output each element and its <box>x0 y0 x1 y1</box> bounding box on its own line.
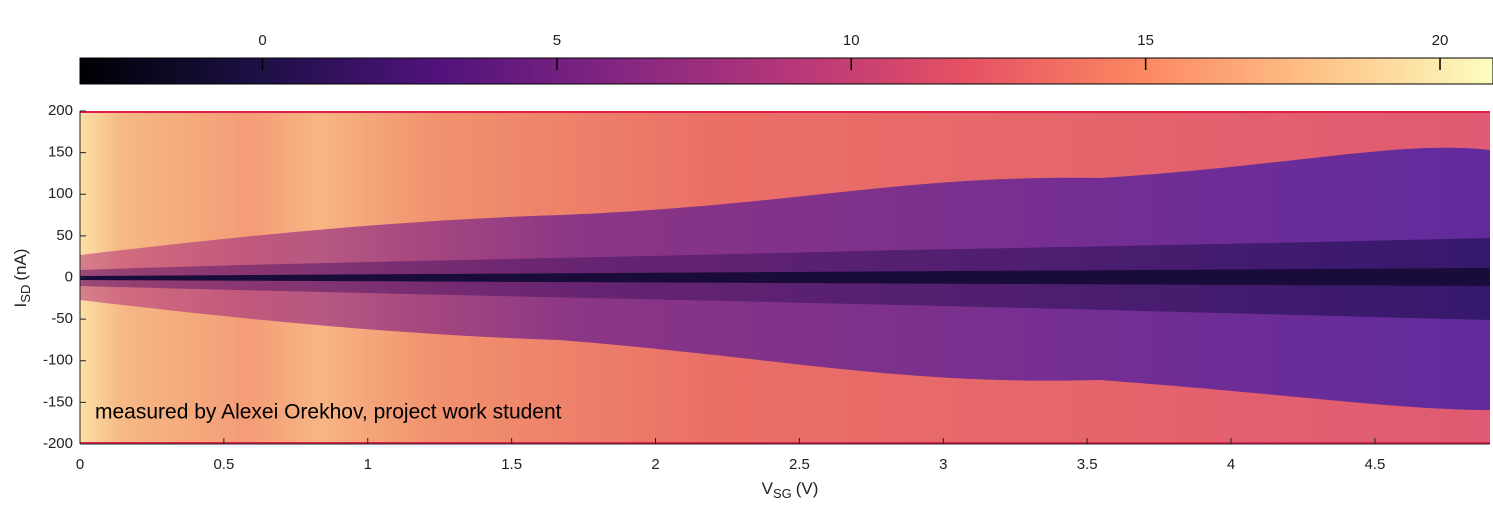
x-label-unit: (V) <box>796 479 819 498</box>
colorbar-tick-label: 5 <box>553 32 561 49</box>
y-tick-label: -100 <box>43 352 73 369</box>
y-tick-label: -150 <box>43 393 73 410</box>
x-tick-label: 4 <box>1227 456 1235 473</box>
x-tick-label: 3 <box>939 456 947 473</box>
x-label-sub: SG <box>773 486 792 501</box>
x-tick-label: 4.5 <box>1364 456 1385 473</box>
x-tick-label: 2 <box>651 456 659 473</box>
x-label-main: V <box>762 479 774 498</box>
y-tick-label: 0 <box>65 268 73 285</box>
x-tick-label: 0.5 <box>213 456 234 473</box>
y-tick-label: -50 <box>51 310 73 327</box>
x-tick-label: 1.5 <box>501 456 522 473</box>
colorbar <box>79 57 1493 85</box>
x-tick-label: 0 <box>76 456 84 473</box>
colorbar-tick-label: 20 <box>1432 32 1449 49</box>
colorbar-tick-label: 0 <box>258 32 266 49</box>
x-tick-label: 3.5 <box>1077 456 1098 473</box>
y-label-sub: SD <box>18 285 33 303</box>
annotation: measured by Alexei Orekhov, project work… <box>95 401 562 424</box>
x-axis-label: VSG (V) <box>762 479 819 501</box>
y-tick-label: 50 <box>56 227 73 244</box>
heatmap-image <box>80 111 1490 444</box>
x-tick-label: 2.5 <box>789 456 810 473</box>
y-axis-label: ISD (nA) <box>11 249 33 308</box>
y-tick-label: 150 <box>48 144 73 161</box>
y-tick-label: 100 <box>48 185 73 202</box>
y-tick-label: -200 <box>43 435 73 452</box>
y-label-unit: (nA) <box>11 249 30 281</box>
y-label-main: I <box>11 303 30 308</box>
y-tick-label: 200 <box>48 102 73 119</box>
colorbar-tick-label: 10 <box>843 32 860 49</box>
x-tick-label: 1 <box>364 456 372 473</box>
colorbar-tick-label: 15 <box>1137 32 1154 49</box>
